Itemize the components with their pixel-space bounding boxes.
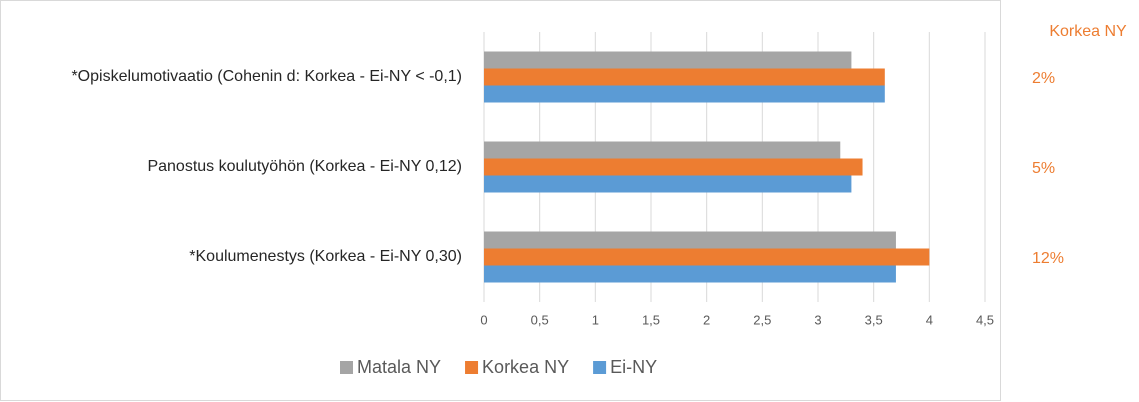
x-tick-label: 2 <box>703 312 710 327</box>
side-label: 12% <box>1032 250 1064 267</box>
legend-swatch <box>340 361 353 374</box>
y-tick-label: *Koulumenestys (Korkea - Ei-NY 0,30) <box>0 246 462 268</box>
x-tick-label: 2,5 <box>753 312 771 327</box>
side-header: Korkea NY <box>1049 23 1127 40</box>
legend-label: Matala NY <box>357 357 441 377</box>
category-text: *Koulumenestys (Korkea - Ei-NY 0,30) <box>189 248 462 265</box>
x-tick-label: 3,5 <box>865 312 883 327</box>
bar <box>484 85 885 103</box>
legend-label: Ei-NY <box>610 357 657 377</box>
bar <box>484 175 852 193</box>
bar <box>484 51 852 69</box>
x-tick-label: 4 <box>926 312 933 327</box>
bar <box>484 231 896 249</box>
side-label: 5% <box>1032 160 1055 177</box>
legend-swatch <box>465 361 479 374</box>
bar <box>484 158 863 176</box>
x-tick-label: 0 <box>480 312 487 327</box>
x-tick-label: 3 <box>814 312 821 327</box>
y-tick-label: *Opiskelumotivaatio (Cohenin d: Korkea -… <box>0 66 462 88</box>
x-tick-label: 0,5 <box>531 312 549 327</box>
legend-swatch <box>593 361 607 374</box>
side-label: 2% <box>1032 70 1055 87</box>
x-tick-label: 1 <box>592 312 599 327</box>
x-tick-label: 4,5 <box>976 312 994 327</box>
x-tick-label: 1,5 <box>642 312 660 327</box>
bar <box>484 68 885 86</box>
category-text: Panostus koulutyöhön (Korkea - Ei-NY 0,1… <box>147 158 462 175</box>
bar <box>484 141 841 159</box>
legend-label: Korkea NY <box>482 357 569 377</box>
y-tick-label: Panostus koulutyöhön (Korkea - Ei-NY 0,1… <box>0 156 462 178</box>
bar <box>484 248 930 266</box>
chart-border <box>0 0 1001 401</box>
bar <box>484 265 896 283</box>
category-text: *Opiskelumotivaatio (Cohenin d: Korkea -… <box>71 68 462 85</box>
